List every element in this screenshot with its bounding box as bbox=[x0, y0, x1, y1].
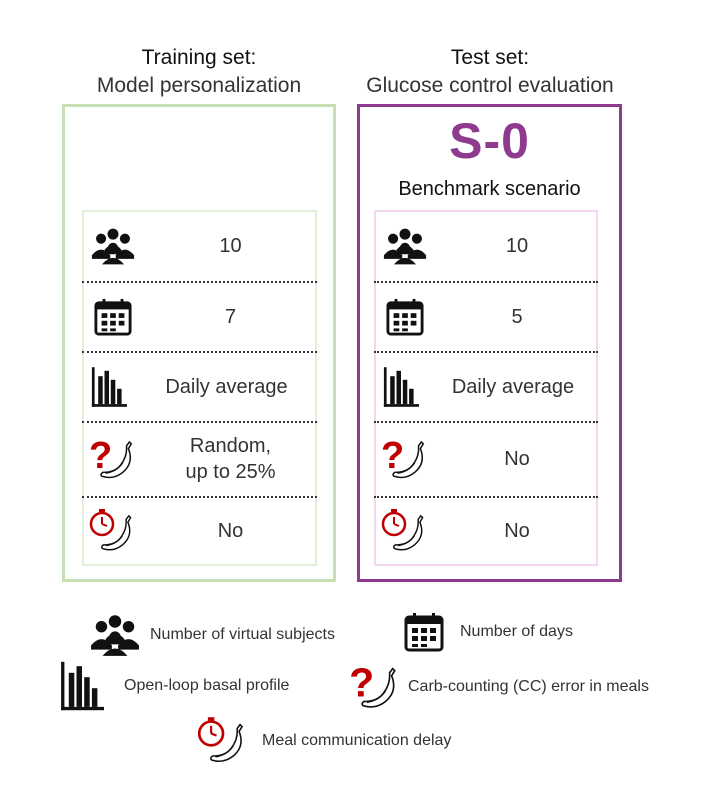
training-panel bbox=[62, 104, 336, 582]
question-banana-icon: ? bbox=[381, 436, 425, 479]
legend-subjects-label: Number of virtual subjects bbox=[150, 626, 335, 643]
test-title: Test set: bbox=[450, 46, 530, 69]
legend-basal-label: Open-loop basal profile bbox=[124, 677, 290, 694]
test-row-subjects: 10 bbox=[374, 212, 598, 280]
svg-text:?: ? bbox=[349, 662, 374, 706]
training-cc-error-line2: up to 25% bbox=[185, 461, 276, 483]
svg-text:?: ? bbox=[381, 436, 404, 477]
test-basal-value: Daily average bbox=[451, 376, 575, 398]
legend-subjects: Number of virtual subjects bbox=[90, 614, 335, 656]
legend-days-label: Number of days bbox=[460, 623, 573, 640]
test-row-cc-error: ? No bbox=[374, 423, 598, 495]
question-banana-icon: ? bbox=[349, 662, 396, 708]
training-row-cc-error: ? Random, up to 25% bbox=[82, 423, 317, 495]
people-icon bbox=[383, 227, 427, 265]
calendar-icon bbox=[94, 298, 132, 336]
training-title: Training set: bbox=[141, 46, 257, 69]
training-separator bbox=[82, 351, 317, 353]
training-days-value: 7 bbox=[224, 306, 237, 328]
calendar-icon bbox=[404, 612, 444, 652]
training-cc-error-value: Random, up to 25% bbox=[144, 433, 317, 485]
training-row-days: 7 bbox=[82, 283, 317, 351]
training-separator bbox=[82, 421, 317, 423]
test-days-value: 5 bbox=[511, 306, 523, 328]
svg-text:?: ? bbox=[89, 436, 112, 477]
legend-cc-error: ? Carb-counting (CC) error in meals bbox=[348, 662, 649, 712]
training-basal-value: Daily average bbox=[165, 376, 288, 398]
training-title-block: Training set: Model personalization bbox=[62, 44, 336, 100]
test-cc-error-value: No bbox=[504, 448, 530, 470]
test-title-block: Test set: Glucose control evaluation bbox=[350, 44, 630, 100]
training-inner-box bbox=[82, 210, 317, 566]
test-separator bbox=[374, 351, 598, 353]
scenario-title: S-0 bbox=[449, 113, 530, 169]
test-subtitle: Glucose control evaluation bbox=[366, 74, 614, 97]
bar-chart-icon bbox=[60, 660, 104, 712]
legend-cc-error-label: Carb-counting (CC) error in meals bbox=[408, 678, 649, 695]
training-row-subjects: 10 bbox=[82, 212, 317, 280]
legend-days: Number of days bbox=[404, 612, 573, 652]
calendar-icon bbox=[386, 298, 424, 336]
legend-delay: Meal communication delay bbox=[196, 716, 451, 766]
test-panel bbox=[357, 104, 622, 582]
scenario-label: Benchmark scenario bbox=[398, 178, 581, 200]
legend-delay-label: Meal communication delay bbox=[262, 732, 452, 749]
training-subjects-value: 10 bbox=[219, 235, 242, 257]
bar-chart-icon bbox=[383, 366, 419, 408]
test-inner-box bbox=[374, 210, 598, 566]
test-delay-value: No bbox=[504, 520, 530, 542]
training-row-delay: No bbox=[82, 498, 317, 564]
test-subjects-value: 10 bbox=[505, 235, 529, 257]
training-cc-error-line1: Random, bbox=[189, 435, 272, 457]
test-row-basal: Daily average bbox=[374, 353, 598, 421]
training-separator bbox=[82, 496, 317, 498]
legend-basal: Open-loop basal profile bbox=[60, 660, 289, 712]
timer-banana-icon bbox=[89, 509, 132, 551]
training-delay-value: No bbox=[217, 520, 244, 542]
test-separator bbox=[374, 281, 598, 283]
training-separator bbox=[82, 281, 317, 283]
test-separator bbox=[374, 496, 598, 498]
timer-banana-icon bbox=[197, 717, 243, 763]
test-separator bbox=[374, 421, 598, 423]
test-row-days: 5 bbox=[374, 283, 598, 351]
training-subtitle: Model personalization bbox=[96, 74, 302, 97]
test-row-delay: No bbox=[374, 498, 598, 564]
bar-chart-icon bbox=[91, 366, 127, 408]
training-row-basal: Daily average bbox=[82, 353, 317, 421]
timer-banana-icon bbox=[381, 509, 424, 551]
people-icon bbox=[90, 614, 140, 656]
people-icon bbox=[91, 227, 135, 265]
question-banana-icon: ? bbox=[89, 436, 133, 479]
